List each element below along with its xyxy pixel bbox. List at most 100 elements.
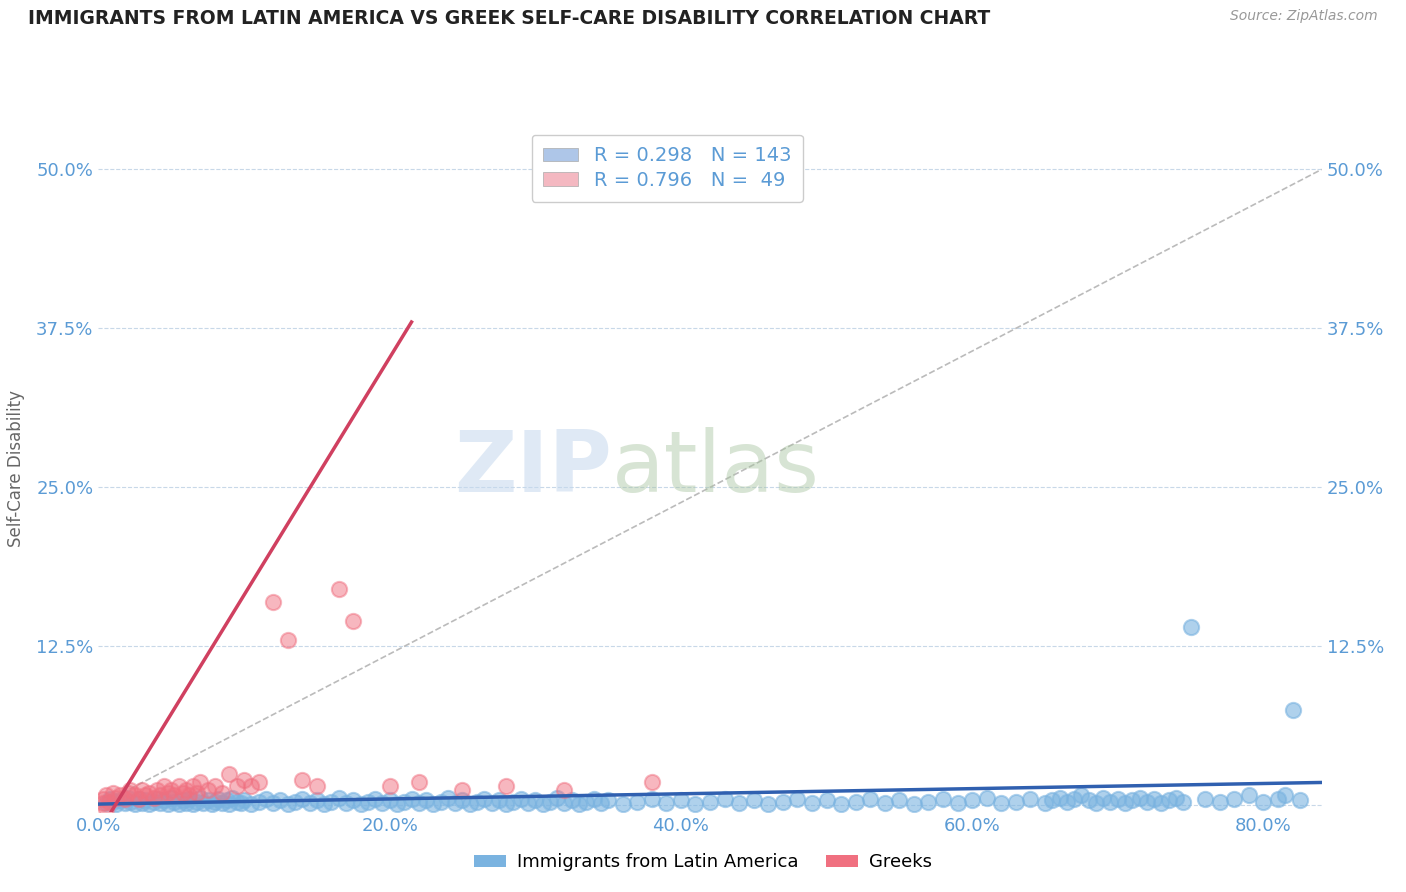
Text: IMMIGRANTS FROM LATIN AMERICA VS GREEK SELF-CARE DISABILITY CORRELATION CHART: IMMIGRANTS FROM LATIN AMERICA VS GREEK S… xyxy=(28,9,990,28)
Point xyxy=(801,796,824,810)
Point xyxy=(291,792,314,806)
Point xyxy=(429,795,451,809)
Point xyxy=(110,788,132,802)
Point xyxy=(1114,796,1136,810)
Point xyxy=(225,795,247,809)
Point xyxy=(451,783,474,797)
Point xyxy=(204,795,226,809)
Legend: Immigrants from Latin America, Greeks: Immigrants from Latin America, Greeks xyxy=(467,847,939,879)
Point xyxy=(101,786,124,800)
Point xyxy=(181,779,204,793)
Point xyxy=(1099,795,1122,809)
Point xyxy=(990,796,1012,810)
Point xyxy=(188,775,212,789)
Point xyxy=(218,766,240,780)
Point xyxy=(321,795,343,809)
Point xyxy=(502,795,524,809)
Point xyxy=(385,797,408,811)
Point xyxy=(149,788,172,802)
Point xyxy=(1004,795,1026,809)
Point xyxy=(131,796,153,810)
Point xyxy=(451,793,474,807)
Point xyxy=(104,790,127,805)
Point xyxy=(371,796,394,810)
Point xyxy=(481,796,503,810)
Point xyxy=(401,792,423,806)
Point xyxy=(172,793,194,807)
Point xyxy=(1056,795,1078,809)
Point xyxy=(655,796,678,810)
Point xyxy=(160,790,183,805)
Point xyxy=(131,783,153,797)
Point xyxy=(124,797,146,811)
Text: Source: ZipAtlas.com: Source: ZipAtlas.com xyxy=(1230,9,1378,23)
Point xyxy=(153,793,176,807)
Point xyxy=(91,792,114,806)
Point xyxy=(97,795,120,809)
Point xyxy=(305,793,328,807)
Point xyxy=(932,792,955,806)
Point xyxy=(1173,795,1195,809)
Point xyxy=(174,783,197,797)
Point xyxy=(531,797,554,811)
Point xyxy=(364,792,387,806)
Point xyxy=(1288,793,1310,807)
Point xyxy=(1223,792,1246,806)
Point xyxy=(328,790,350,805)
Text: ZIP: ZIP xyxy=(454,426,612,510)
Point xyxy=(211,786,233,800)
Point xyxy=(262,796,284,810)
Point xyxy=(269,793,291,807)
Point xyxy=(1107,792,1129,806)
Point xyxy=(495,797,517,811)
Point xyxy=(1237,788,1260,802)
Point xyxy=(104,797,127,811)
Point xyxy=(231,796,253,810)
Point xyxy=(1157,793,1180,807)
Point xyxy=(422,797,444,811)
Point xyxy=(889,793,911,807)
Point xyxy=(197,793,219,807)
Point xyxy=(845,795,868,809)
Point xyxy=(218,797,240,811)
Point xyxy=(568,797,591,811)
Point xyxy=(94,788,117,802)
Point xyxy=(553,796,575,810)
Point xyxy=(546,790,568,805)
Point xyxy=(1208,795,1232,809)
Point xyxy=(342,793,364,807)
Point xyxy=(1281,703,1303,717)
Point xyxy=(538,795,561,809)
Y-axis label: Self-Care Disability: Self-Care Disability xyxy=(7,390,25,547)
Point xyxy=(124,788,146,802)
Point xyxy=(204,779,226,793)
Point xyxy=(117,790,139,805)
Point xyxy=(1063,792,1085,806)
Point xyxy=(589,796,612,810)
Point xyxy=(277,797,299,811)
Point xyxy=(626,795,648,809)
Point xyxy=(465,795,488,809)
Point xyxy=(378,779,401,793)
Point xyxy=(699,795,721,809)
Point xyxy=(188,790,212,805)
Point xyxy=(1253,795,1275,809)
Point xyxy=(1084,796,1107,810)
Point xyxy=(509,792,531,806)
Point xyxy=(1019,792,1042,806)
Point xyxy=(524,793,547,807)
Point xyxy=(378,793,401,807)
Point xyxy=(262,595,284,609)
Point xyxy=(117,786,139,800)
Point xyxy=(197,783,219,797)
Point xyxy=(713,792,735,806)
Point xyxy=(277,633,299,648)
Point xyxy=(1033,796,1056,810)
Point xyxy=(328,582,350,596)
Point xyxy=(128,792,150,806)
Point xyxy=(1194,792,1216,806)
Point xyxy=(742,793,765,807)
Point xyxy=(186,786,208,800)
Text: atlas: atlas xyxy=(612,426,820,510)
Point xyxy=(291,772,314,787)
